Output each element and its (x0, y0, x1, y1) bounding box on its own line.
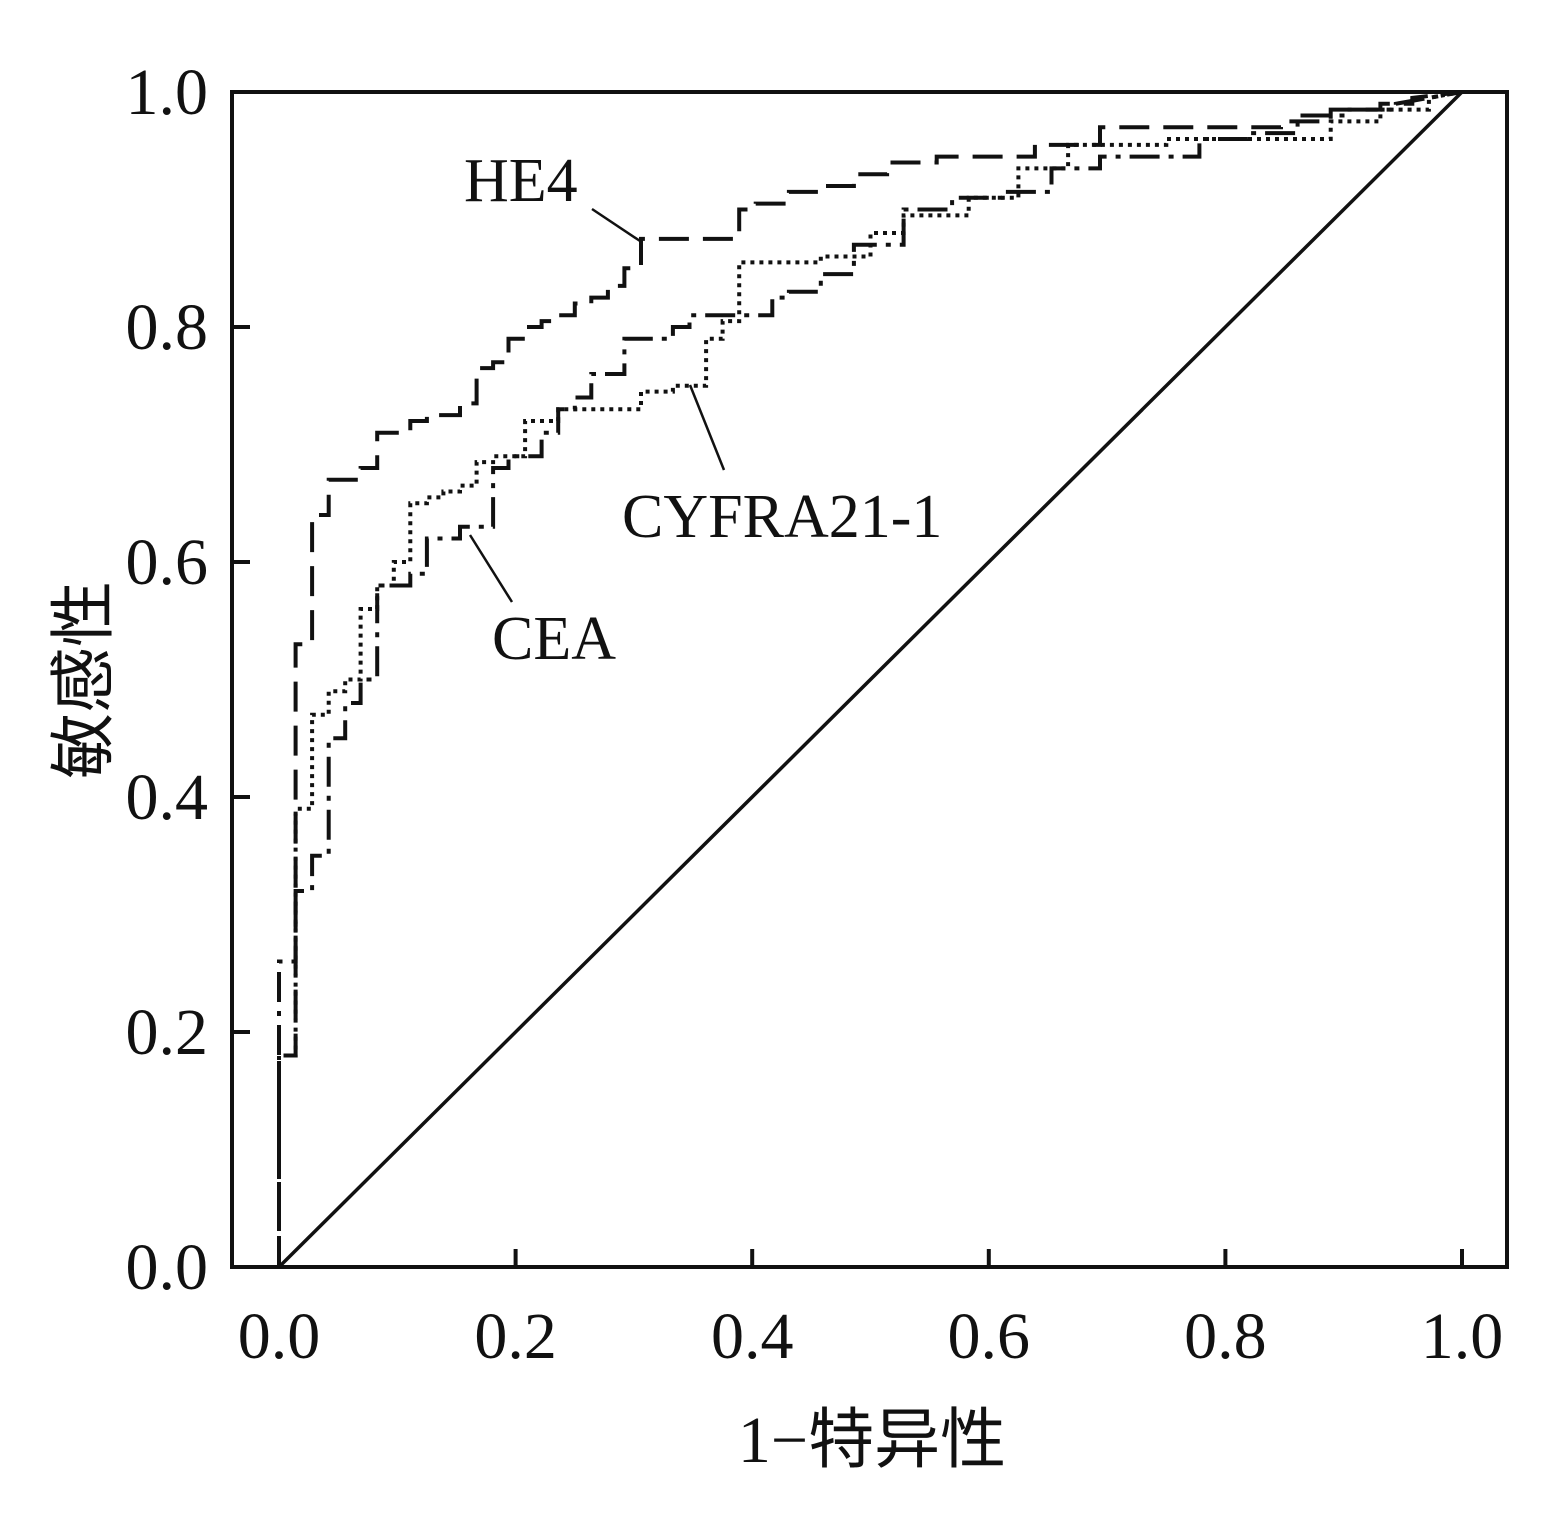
y-tick-label: 0.6 (126, 526, 209, 599)
y-tick-label: 0.0 (126, 1231, 209, 1304)
series-line-he4 (277, 90, 1463, 1267)
series-line-reference-diagonal (277, 90, 1464, 1269)
tick-layer: 0.0 0.2 0.4 0.6 0.8 1.0 0.0 0.2 0.4 0.6 0.8 1.0 (126, 56, 1504, 1373)
annotation-he4-label: HE4 (464, 147, 578, 215)
annotation-cea-label: CEA (492, 605, 616, 673)
annotation-layer: HE4 CYFRA21-1 CEA (464, 147, 942, 673)
x-tick-label: 0.8 (1184, 1300, 1267, 1373)
x-tick-label: 1.0 (1421, 1300, 1504, 1373)
y-tick-label: 0.2 (126, 996, 209, 1069)
series-layer (277, 90, 1464, 1269)
x-axis-title: 1−特异性 (738, 1404, 1006, 1477)
x-tick-label: 0.6 (948, 1300, 1031, 1373)
series-line-cea (277, 90, 1463, 1267)
annotation-he4-leader (591, 207, 641, 243)
y-tick-label: 0.4 (126, 761, 209, 834)
annotation-cyfra-leader (688, 384, 726, 471)
annotation-cea-leader (468, 534, 514, 603)
annotation-cyfra-label: CYFRA21-1 (622, 483, 942, 551)
x-tick-label: 0.4 (711, 1300, 794, 1373)
y-tick-label: 0.8 (126, 291, 209, 364)
plot-frame (230, 90, 1509, 1269)
y-axis-title: 敏感性 (48, 581, 121, 779)
x-tick-label: 0.0 (238, 1300, 321, 1373)
y-tick-label: 1.0 (126, 56, 209, 129)
x-tick-label: 0.2 (474, 1300, 557, 1373)
